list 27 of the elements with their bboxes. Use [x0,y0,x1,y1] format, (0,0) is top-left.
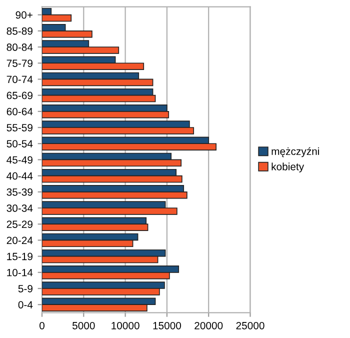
y-tick-label: 65-69 [6,92,32,100]
y-tick-label: 70-74 [6,76,33,84]
y-tick-label: 60-64 [6,108,33,116]
x-tick-label: 25000 [236,322,264,330]
y-tick-label: 45-49 [6,156,32,164]
y-tick-label: 35-39 [6,188,32,196]
x-tick-label: 0 [40,322,44,330]
legend-label: mężczyźni [272,147,319,158]
x-tick-label: 10000 [112,322,140,330]
x-tick-label: 15000 [153,322,182,330]
legend-label: kobiety [272,162,304,172]
y-tick-label: 25-29 [6,220,32,228]
y-tick-label: 75-79 [6,60,32,67]
y-tick-label: 5-9 [18,285,32,292]
y-tick-label: 85-89 [6,27,32,35]
y-tick-label: 30-34 [6,204,33,212]
y-tick-label: 50-54 [6,140,33,148]
y-tick-label: 90+ [16,11,32,19]
y-tick-label: 55-59 [6,124,32,132]
x-tick-label: 5000 [72,322,95,330]
y-tick-label: 80-84 [6,44,33,51]
y-tick-label: 40-44 [6,172,33,180]
y-tick-label: 15-19 [7,252,32,260]
x-tick-label: 20000 [194,322,223,330]
y-tick-label: 10-14 [7,268,33,276]
y-tick-label: 20-24 [6,236,33,244]
y-tick-label: 0-4 [18,301,33,308]
